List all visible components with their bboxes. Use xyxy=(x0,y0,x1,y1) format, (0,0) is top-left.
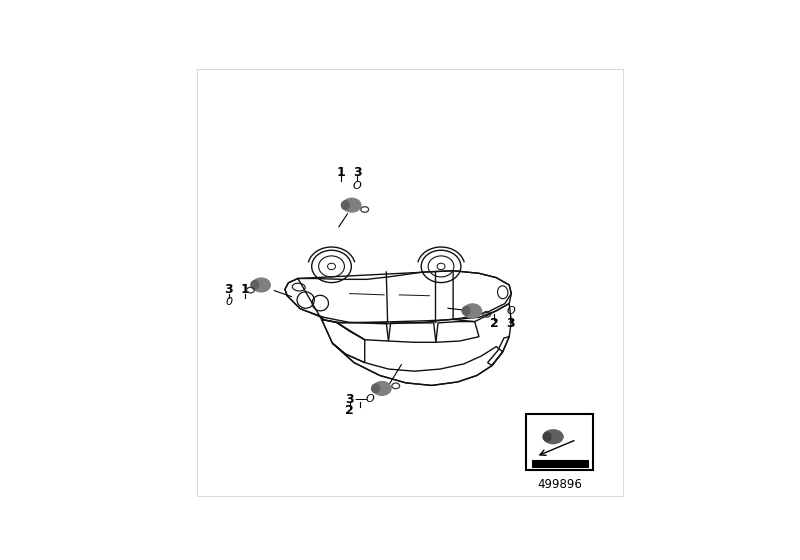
Ellipse shape xyxy=(372,384,379,393)
Ellipse shape xyxy=(462,306,470,315)
Text: 3: 3 xyxy=(353,166,362,179)
Ellipse shape xyxy=(342,198,361,212)
Text: —: — xyxy=(354,393,366,406)
Ellipse shape xyxy=(543,430,563,444)
Ellipse shape xyxy=(373,381,391,395)
Text: 2: 2 xyxy=(490,318,498,330)
Text: O: O xyxy=(506,306,515,316)
Text: 2: 2 xyxy=(346,404,354,417)
Ellipse shape xyxy=(342,201,350,209)
Text: 3: 3 xyxy=(225,283,234,296)
Ellipse shape xyxy=(252,278,270,292)
Text: 499896: 499896 xyxy=(538,478,582,491)
Text: 1: 1 xyxy=(337,166,346,179)
Ellipse shape xyxy=(463,304,482,318)
Text: 1: 1 xyxy=(241,283,250,296)
Text: 3: 3 xyxy=(506,318,514,330)
Text: 0: 0 xyxy=(226,297,233,307)
Text: O: O xyxy=(366,394,374,404)
Ellipse shape xyxy=(251,281,258,290)
FancyBboxPatch shape xyxy=(531,460,588,467)
Text: O: O xyxy=(353,181,362,191)
Ellipse shape xyxy=(543,432,551,441)
Text: 3: 3 xyxy=(346,393,354,406)
FancyBboxPatch shape xyxy=(526,414,594,470)
